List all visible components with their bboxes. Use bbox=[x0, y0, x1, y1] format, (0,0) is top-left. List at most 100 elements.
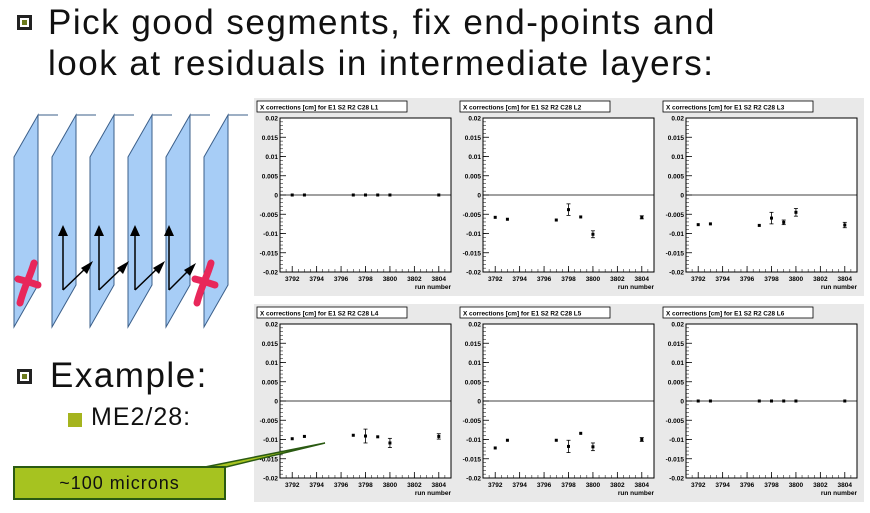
y-tick-label: 0.005 bbox=[465, 173, 482, 180]
x-tick-label: 3800 bbox=[383, 276, 398, 283]
x-tick-label: 3798 bbox=[358, 482, 373, 489]
residual-chart-panel: X corrections [cm] for E1 S2 R2 C28 L1 0.… bbox=[254, 98, 458, 296]
residual-chart-panel: X corrections [cm] for E1 S2 R2 C28 L2 0.… bbox=[457, 98, 661, 296]
x-tick-label: 3792 bbox=[691, 482, 706, 489]
x-tick-label: 3800 bbox=[789, 276, 804, 283]
x-tick-label: 3804 bbox=[432, 482, 447, 489]
y-tick-label: -0.015 bbox=[260, 456, 279, 463]
arrow-head-icon bbox=[153, 261, 165, 274]
x-tick-label: 3798 bbox=[561, 482, 576, 489]
chamber-label: ME2/28: bbox=[91, 403, 192, 431]
data-point bbox=[505, 438, 509, 442]
y-tick-label: 0.02 bbox=[671, 116, 684, 123]
chart-title-box bbox=[662, 306, 814, 319]
x-tick-label: 3796 bbox=[537, 482, 552, 489]
data-point bbox=[376, 193, 380, 197]
headline-line-1: Pick good segments, fix end-points and bbox=[48, 3, 716, 42]
y-tick-label: 0.02 bbox=[671, 322, 684, 329]
x-tick-label: 3804 bbox=[635, 276, 650, 283]
y-tick-label: -0.015 bbox=[666, 250, 685, 257]
data-point bbox=[708, 222, 712, 226]
x-tick-label: 3800 bbox=[789, 482, 804, 489]
residual-chart-panel: X corrections [cm] for E1 S2 R2 C28 L3 0.… bbox=[660, 98, 864, 296]
x-tick-label: 3792 bbox=[488, 482, 503, 489]
y-tick-label: 0.01 bbox=[468, 154, 481, 161]
data-point bbox=[794, 210, 798, 214]
x-tick-label: 3800 bbox=[383, 482, 398, 489]
x-tick-label: 3804 bbox=[838, 276, 853, 283]
y-tick-label: 0.005 bbox=[262, 379, 279, 386]
data-point bbox=[782, 399, 786, 403]
x-axis-label: run number bbox=[415, 284, 452, 291]
x-tick-label: 3794 bbox=[309, 276, 324, 283]
y-tick-label: 0.01 bbox=[265, 360, 278, 367]
x-tick-label: 3794 bbox=[512, 482, 527, 489]
data-point bbox=[554, 218, 558, 222]
chart-title-box bbox=[662, 100, 814, 113]
example-bullet bbox=[17, 369, 32, 384]
y-tick-label: -0.01 bbox=[466, 231, 481, 238]
y-tick-label: 0.005 bbox=[668, 173, 685, 180]
arrow-head-icon bbox=[130, 225, 140, 236]
y-tick-label: -0.01 bbox=[263, 437, 278, 444]
detector-plane bbox=[127, 113, 153, 329]
x-tick-label: 3792 bbox=[691, 276, 706, 283]
data-point bbox=[567, 444, 570, 448]
x-tick-label: 3804 bbox=[838, 482, 853, 489]
y-tick-label: 0.005 bbox=[465, 379, 482, 386]
example-label: Example: bbox=[50, 356, 208, 395]
x-tick-label: 3804 bbox=[635, 482, 650, 489]
y-tick-label: -0.02 bbox=[466, 270, 481, 277]
chart-title: X corrections [cm] for E1 S2 R2 C28 L4 bbox=[260, 311, 379, 318]
chart-title: X corrections [cm] for E1 S2 R2 C28 L2 bbox=[463, 105, 582, 112]
arrow-head-icon bbox=[58, 225, 68, 236]
data-point bbox=[505, 217, 509, 221]
data-point bbox=[364, 193, 367, 197]
data-point bbox=[364, 434, 367, 438]
data-point bbox=[696, 399, 700, 403]
x-tick-label: 3804 bbox=[432, 276, 447, 283]
data-point bbox=[843, 399, 847, 403]
data-point bbox=[757, 223, 761, 227]
y-tick-label: 0.005 bbox=[668, 379, 685, 386]
data-point bbox=[437, 434, 441, 438]
x-tick-label: 3798 bbox=[764, 482, 779, 489]
data-point bbox=[567, 208, 570, 212]
x-tick-label: 3802 bbox=[813, 482, 828, 489]
y-tick-label: 0.015 bbox=[465, 135, 482, 142]
hit-icon bbox=[191, 275, 219, 289]
data-point bbox=[591, 232, 595, 236]
x-tick-label: 3802 bbox=[813, 276, 828, 283]
detector-planes-diagram bbox=[13, 113, 248, 329]
y-tick-label: 0.015 bbox=[262, 135, 279, 142]
x-tick-label: 3800 bbox=[586, 482, 601, 489]
chamber-bullet bbox=[68, 413, 82, 427]
y-tick-label: -0.005 bbox=[260, 418, 279, 425]
data-point bbox=[302, 193, 306, 197]
x-tick-label: 3802 bbox=[610, 482, 625, 489]
y-tick-label: 0.015 bbox=[262, 341, 279, 348]
residual-chart-panel: X corrections [cm] for E1 S2 R2 C28 L4 0.… bbox=[254, 304, 458, 502]
y-tick-label: -0.02 bbox=[669, 476, 684, 483]
data-point bbox=[782, 220, 786, 224]
x-tick-label: 3802 bbox=[407, 276, 422, 283]
residual-chart-panel: X corrections [cm] for E1 S2 R2 C28 L5 0.… bbox=[457, 304, 661, 502]
y-tick-label: 0 bbox=[680, 399, 684, 406]
y-tick-label: -0.005 bbox=[463, 418, 482, 425]
y-tick-label: -0.005 bbox=[260, 212, 279, 219]
x-tick-label: 3798 bbox=[561, 276, 576, 283]
y-tick-label: 0 bbox=[477, 399, 481, 406]
x-tick-label: 3798 bbox=[764, 276, 779, 283]
y-tick-label: 0 bbox=[274, 193, 278, 200]
data-point bbox=[579, 215, 583, 219]
detector-plane bbox=[89, 113, 115, 329]
y-tick-label: -0.015 bbox=[666, 456, 685, 463]
x-tick-label: 3792 bbox=[285, 482, 300, 489]
y-tick-label: -0.02 bbox=[263, 476, 278, 483]
x-tick-label: 3796 bbox=[740, 276, 755, 283]
y-tick-label: 0 bbox=[680, 193, 684, 200]
y-tick-label: -0.02 bbox=[263, 270, 278, 277]
callout-box: ~100 microns bbox=[13, 466, 226, 500]
headline-line-2: look at residuals in intermediate layers… bbox=[48, 44, 715, 83]
hit-icon bbox=[14, 275, 42, 289]
